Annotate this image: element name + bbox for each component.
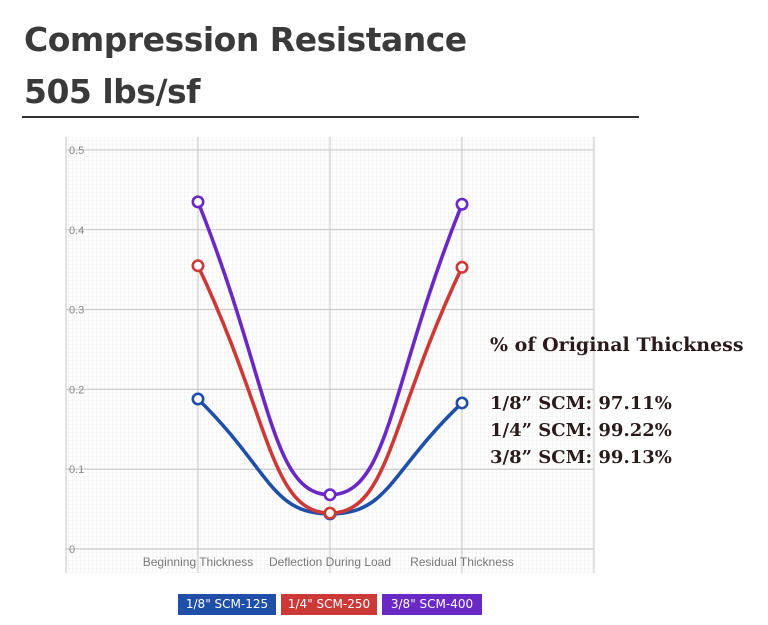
- chart-title-line-1: Compression Resistance: [24, 20, 467, 59]
- data-point: [191, 392, 205, 406]
- data-point: [191, 195, 205, 209]
- y-tick-label: 0: [69, 544, 75, 556]
- legend-item: 1/4" SCM-250: [281, 594, 377, 615]
- chart-title-line-2: 505 lbs/sf: [24, 72, 201, 111]
- legend-item: 3/8" SCM-400: [382, 594, 482, 615]
- x-tick-label: Deflection During Load: [269, 555, 391, 569]
- x-tick-label: Beginning Thickness: [143, 555, 254, 569]
- y-tick-label: 0.4: [69, 225, 84, 237]
- data-point: [455, 396, 469, 410]
- legend-item: 1/8" SCM-125: [178, 594, 276, 615]
- data-point: [323, 488, 337, 502]
- title-divider: [22, 116, 639, 118]
- data-point: [455, 197, 469, 211]
- data-point: [455, 260, 469, 274]
- data-point: [323, 506, 337, 520]
- annotation-line-3: 3/8” SCM: 99.13%: [490, 447, 672, 468]
- y-tick-label: 0.3: [69, 305, 84, 317]
- data-point: [191, 259, 205, 273]
- y-tick-label: 0.1: [69, 464, 84, 476]
- annotation-heading: % of Original Thickness: [490, 334, 744, 356]
- y-tick-label: 0.2: [69, 384, 84, 396]
- annotation-line-1: 1/8” SCM: 97.11%: [490, 393, 672, 414]
- x-tick-label: Residual Thickness: [410, 555, 514, 569]
- annotation-line-2: 1/4” SCM: 99.22%: [490, 420, 672, 441]
- y-tick-label: 0.5: [69, 145, 84, 157]
